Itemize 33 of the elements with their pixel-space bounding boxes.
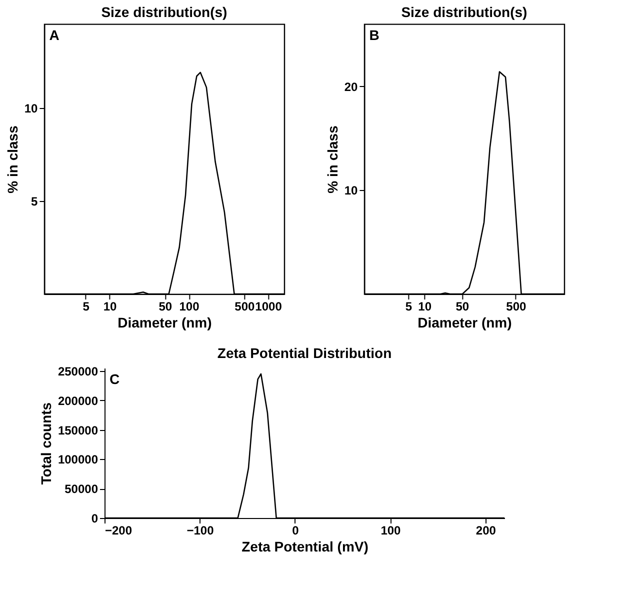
x-axis-title: Diameter (nm)	[118, 314, 212, 330]
y-axis-title: Total counts	[38, 402, 54, 485]
x-tick-label: 100	[179, 300, 200, 314]
y-tick-label: 150000	[58, 423, 98, 438]
x-tick-label: 0	[292, 524, 300, 538]
x-tick-label: 50	[158, 300, 172, 314]
x-tick-label: −100	[186, 524, 214, 538]
annotation: B	[369, 27, 380, 43]
y-tick-label: 0	[91, 512, 98, 526]
y-tick-label: 50000	[64, 482, 98, 496]
x-axis-title: Zeta Potential (mV)	[242, 538, 368, 554]
x-tick-label: 50	[456, 300, 470, 314]
annotation: A	[49, 27, 60, 43]
y-tick-label: 20	[344, 80, 358, 94]
x-tick-label: 10	[418, 300, 432, 314]
x-tick-label: −200	[105, 524, 132, 538]
x-tick-label: 500	[506, 300, 526, 314]
x-tick-label: 10	[103, 300, 117, 314]
chart-title: Size distribution(s)	[101, 4, 228, 20]
y-tick-label: 250000	[58, 364, 98, 378]
y-tick-label: 200000	[58, 394, 98, 408]
x-tick-label: 100	[380, 524, 402, 538]
x-tick-label: 5	[405, 300, 412, 314]
chart-title: Zeta Potential Distribution	[217, 344, 392, 361]
y-tick-label: 100000	[58, 452, 98, 467]
x-tick-label: 500	[234, 300, 255, 314]
annotation: C	[110, 371, 120, 387]
x-axis-title: Diameter (nm)	[418, 314, 512, 330]
x-tick-label: 1000	[255, 300, 282, 314]
x-tick-label: 200	[476, 524, 496, 538]
y-axis-title: % in class	[324, 125, 340, 194]
y-axis-title: % in class	[4, 125, 20, 194]
chart-title: Size distribution(s)	[401, 4, 528, 20]
